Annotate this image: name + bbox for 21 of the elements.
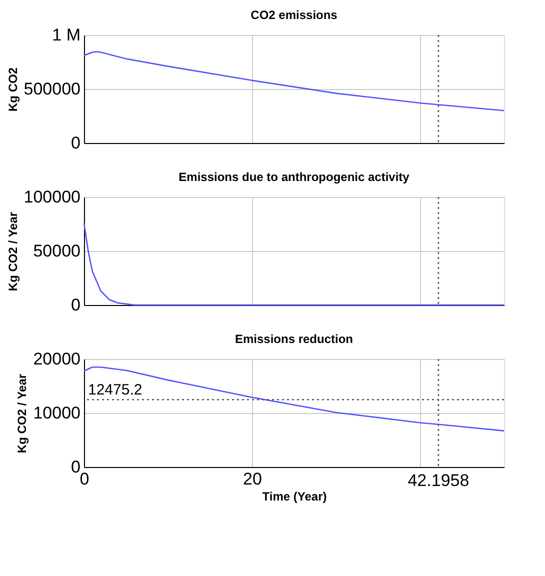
ref-line-label: 12475.2 (88, 382, 142, 399)
y-axis-title: Kg CO2 / Year (15, 374, 30, 454)
y-axis-title: Kg CO2 / Year (6, 212, 20, 292)
y-tick-label: 50000 (33, 242, 80, 260)
chart-title: Emissions due to anthropogenic activity (178, 170, 410, 184)
line-series (83, 51, 505, 112)
y-tick-label: 0 (71, 458, 80, 476)
y-tick-label: 0 (71, 134, 80, 152)
y-tick-label: 20000 (33, 350, 80, 368)
y-tick-label: 100000 (24, 188, 80, 206)
x-axis-title: Time (Year) (262, 490, 327, 504)
y-axis-title: Kg CO2 (6, 67, 20, 112)
y-tick-label: 0 (71, 296, 80, 314)
chart-title: CO2 emissions (250, 8, 338, 22)
y-tick-label: 1 M (52, 26, 80, 44)
y-tick-label: 10000 (33, 404, 80, 422)
x-tick-label: 20 (243, 470, 262, 488)
line-series (83, 366, 505, 432)
chart-title: Emissions reduction (234, 332, 354, 346)
y-tick-label: 500000 (24, 80, 80, 98)
ref-line-label: 42.1958 (408, 471, 470, 490)
